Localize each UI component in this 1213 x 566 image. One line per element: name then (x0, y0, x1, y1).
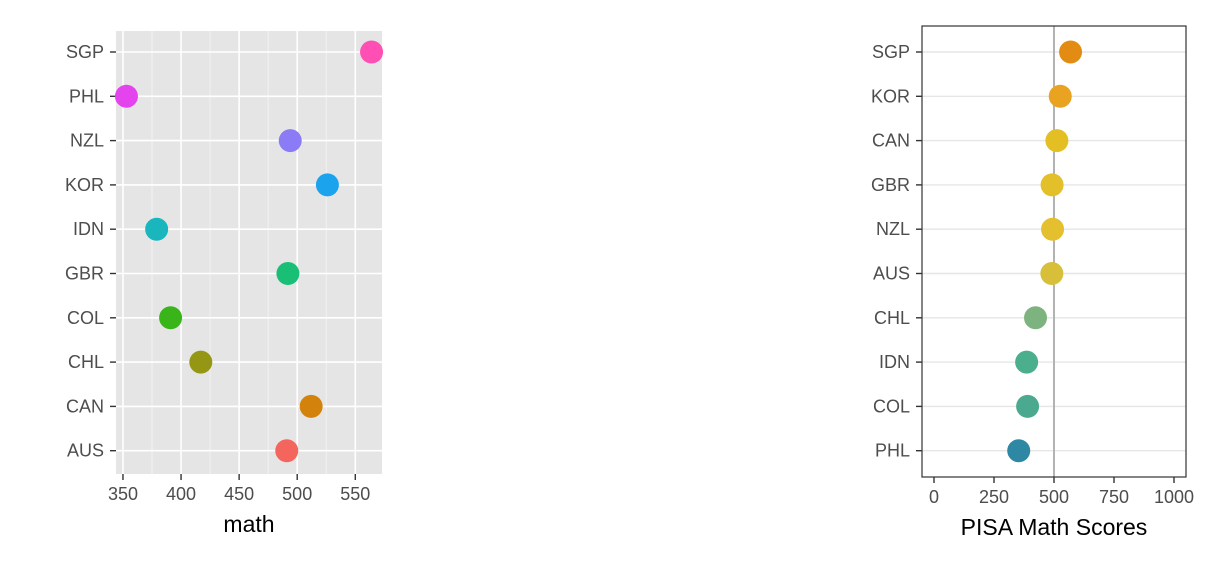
y-tick-label: CHL (68, 352, 104, 372)
data-point-nzl (1041, 217, 1065, 241)
x-tick-label: 750 (1099, 487, 1129, 507)
y-tick-label: GBR (871, 175, 910, 195)
x-tick-label: 1000 (1154, 487, 1194, 507)
x-axis-title: math (223, 511, 274, 537)
x-tick-label: 0 (929, 487, 939, 507)
data-point-sgp (360, 40, 384, 64)
x-tick-label: 500 (282, 484, 312, 504)
y-tick-label: CAN (66, 396, 104, 416)
panel-background (116, 31, 382, 474)
data-point-phl (114, 84, 138, 108)
data-point-gbr (1040, 173, 1064, 197)
x-tick-label: 550 (340, 484, 370, 504)
y-tick-label: NZL (70, 131, 104, 151)
y-tick-label: COL (67, 308, 104, 328)
y-tick-label: AUS (873, 264, 910, 284)
data-point-col (159, 306, 183, 330)
y-tick-label: COL (873, 396, 910, 416)
y-tick-label: SGP (66, 42, 104, 62)
y-tick-label: IDN (879, 352, 910, 372)
y-tick-label: IDN (73, 219, 104, 239)
data-point-chl (1024, 306, 1048, 330)
x-tick-label: 500 (1039, 487, 1069, 507)
data-point-kor (1048, 84, 1072, 108)
data-point-can (1045, 129, 1069, 153)
x-tick-label: 350 (108, 484, 138, 504)
data-point-kor (315, 173, 339, 197)
data-point-sgp (1059, 40, 1083, 64)
x-tick-label: 450 (224, 484, 254, 504)
data-point-idn (145, 217, 169, 241)
chart-right: PHL COL IDN CHL AUS NZL GBR CAN KOR SGP 0 250 500 750… (871, 25, 1194, 540)
y-tick-label: PHL (69, 86, 104, 106)
x-tick-label: 400 (166, 484, 196, 504)
chart-left: AUS CAN CHL COL GBR IDN KOR NZL PHL SGP 350 400 450 5… (65, 31, 384, 537)
x-tick-label: 250 (979, 487, 1009, 507)
data-point-aus (1040, 262, 1064, 285)
data-point-idn (1015, 350, 1039, 374)
y-tick-label: GBR (65, 264, 104, 284)
data-point-nzl (278, 129, 302, 153)
y-tick-label: SGP (872, 42, 910, 62)
y-tick-label: AUS (67, 441, 104, 461)
data-point-gbr (276, 262, 300, 285)
y-tick-label: CAN (872, 131, 910, 151)
y-tick-label: KOR (65, 175, 104, 195)
y-tick-label: CHL (874, 308, 910, 328)
y-tick-label: PHL (875, 441, 910, 461)
data-point-aus (275, 439, 299, 463)
x-axis-title: PISA Math Scores (961, 514, 1148, 540)
data-point-chl (189, 350, 213, 374)
data-point-col (1016, 394, 1040, 418)
data-point-can (299, 394, 323, 418)
data-point-phl (1007, 439, 1031, 463)
y-tick-label: KOR (871, 86, 910, 106)
y-tick-label: NZL (876, 219, 910, 239)
